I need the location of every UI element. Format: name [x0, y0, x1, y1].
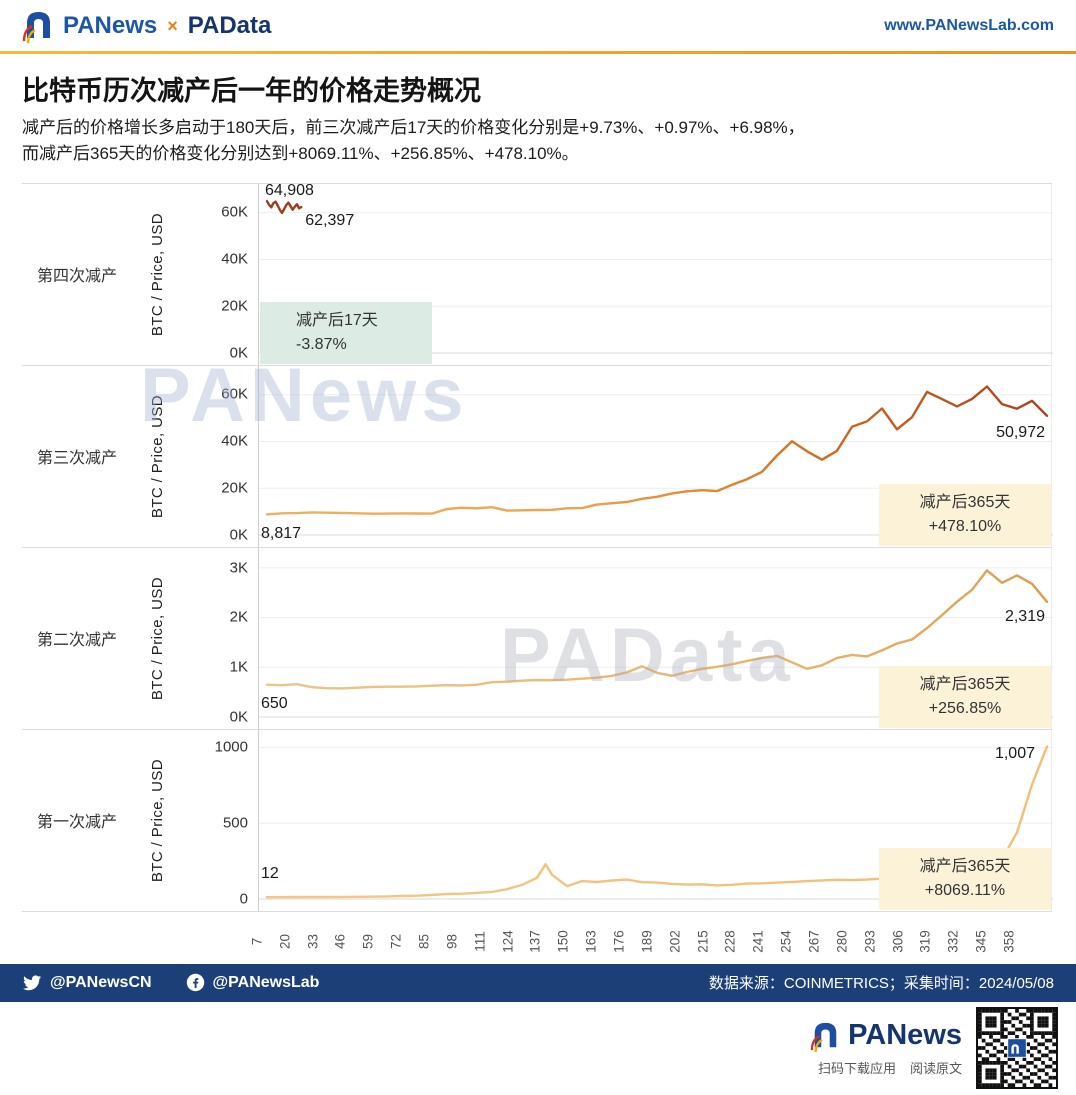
plot-third-halving: 减产后365天 +478.10% 8,817 50,972: [258, 365, 1053, 547]
plot-fourth-halving: 减产后17天 -3.87% 64,908 62,397: [258, 181, 1053, 365]
qr-code[interactable]: [976, 1006, 1058, 1089]
panel-second-halving: 第二次减产 BTC / Price, USD 0K 1K 2K 3K 减产后365天 +…: [22, 547, 1053, 730]
x-axis-tick-labels: 7 20 33 46 59 72 85 98 111 124 137 150 163 176 189 202 2…: [249, 929, 1017, 953]
y-axis-title: BTC / Price, USD: [148, 758, 166, 882]
annotation-box: 减产后365天 +478.10%: [879, 483, 1051, 546]
footer-bar: @PANewsCN @PANewsLab 数据来源：COINMETRICS；采集…: [0, 963, 1076, 1002]
brand: PANews × PAData: [22, 8, 271, 44]
y-axis-title: BTC / Price, USD: [148, 212, 166, 336]
charts-area: PANews PAData 第四次减产 BTC / Price, USD 0K 2…: [22, 181, 1053, 912]
y-tick-labels: 0K 20K 40K 60K: [221, 203, 248, 362]
value-label: 50,972: [996, 423, 1045, 441]
value-label: 12: [261, 864, 279, 882]
brand-panews: PANews: [63, 12, 158, 39]
panel-label: 第三次减产: [36, 450, 117, 468]
facebook-icon: [186, 973, 204, 992]
subtitle-line2: 而减产后365天的价格变化分别达到+8069.11%、+256.85%、+478…: [22, 144, 579, 164]
y-tick-labels: 0K 1K 2K 3K: [229, 559, 248, 726]
y-axis-title: BTC / Price, USD: [148, 576, 166, 700]
value-label: 8,817: [261, 525, 302, 543]
value-label: 64,908: [265, 181, 314, 199]
panel-first-halving: 第一次减产 BTC / Price, USD 0 500 1000 减产后365天 +…: [22, 729, 1053, 912]
value-label: 1,007: [994, 745, 1035, 763]
page-title: 比特币历次减产后一年的价格走势概况: [22, 76, 481, 106]
twitter-handle[interactable]: @PANewsCN: [22, 973, 152, 993]
header-divider: [0, 51, 1076, 54]
value-label: 62,397: [305, 211, 355, 229]
caption-scan-download: 扫码下载应用: [817, 1060, 896, 1076]
panews-logo-icon: [810, 1022, 837, 1052]
header: PANews × PAData www.PANewsLab.com: [0, 0, 1076, 51]
subtitle: 减产后的价格增长多启动于180天后，前三次减产后17天的价格变化分别是+9.73…: [22, 115, 1054, 168]
brand-padata: PAData: [187, 12, 272, 39]
caption-read-original: 阅读原文: [909, 1060, 962, 1076]
value-label: 2,319: [1004, 608, 1045, 626]
value-label: 650: [261, 695, 288, 713]
panel-third-halving: 第三次减产 BTC / Price, USD 0K 20K 40K 60K 减产后36…: [22, 365, 1053, 548]
panel-label: 第一次减产: [36, 814, 117, 832]
annotation-box: 减产后365天 +8069.11%: [879, 847, 1051, 910]
y-tick-labels: 0 500 1000: [214, 738, 248, 908]
facebook-handle-label: @PANewsLab: [212, 973, 320, 991]
y-axis-title: BTC / Price, USD: [148, 394, 166, 518]
y-tick-labels: 0K 20K 40K 60K: [221, 385, 248, 544]
twitter-handle-label: @PANewsCN: [50, 973, 152, 991]
data-source-note: 数据来源：COINMETRICS；采集时间：2024/05/08: [708, 975, 1054, 993]
panel-fourth-halving: 第四次减产 BTC / Price, USD 0K 20K 40K 60K 减产后17…: [22, 181, 1053, 366]
twitter-icon: [23, 975, 42, 990]
annotation-box: 减产后365天 +256.85%: [879, 665, 1051, 728]
plot-first-halving: 减产后365天 +8069.11% 12 1,007: [258, 729, 1053, 911]
panel-label: 第二次减产: [36, 632, 117, 650]
bottom-brand-wordmark: PANews: [848, 1019, 962, 1052]
panews-logo-icon: [22, 12, 50, 44]
line-chart: [259, 567, 1053, 718]
panel-label: 第四次减产: [36, 268, 117, 286]
facebook-handle[interactable]: @PANewsLab: [186, 973, 320, 992]
annotation-box: 减产后17天 -3.87%: [260, 301, 432, 364]
bottom-brand-block: PANews 扫码下载应用 阅读原文: [810, 1019, 962, 1077]
bottom-caption: 扫码下载应用 阅读原文: [818, 1058, 962, 1077]
bottom-strip: PANews 扫码下载应用 阅读原文: [0, 1002, 1076, 1094]
brand-separator: ×: [167, 15, 178, 36]
website-link[interactable]: www.PANewsLab.com: [884, 17, 1054, 34]
subtitle-line1: 减产后的价格增长多启动于180天后，前三次减产后17天的价格变化分别是+9.73…: [22, 118, 805, 137]
plot-second-halving: 减产后365天 +256.85% 650 2,319: [258, 547, 1053, 729]
